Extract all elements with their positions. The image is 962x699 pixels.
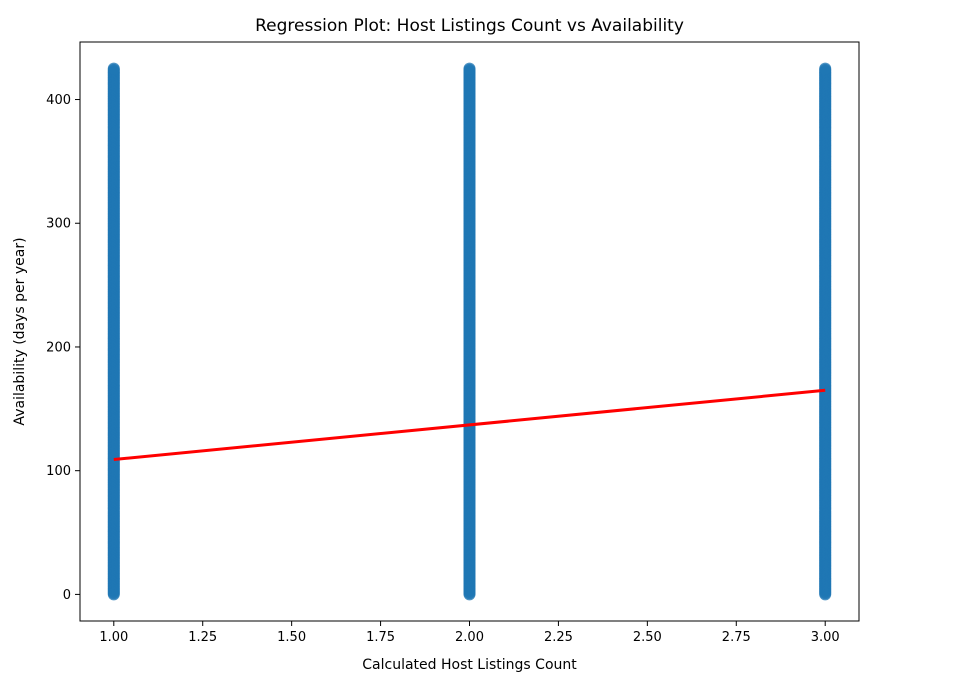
y-tick-label: 200: [46, 340, 71, 355]
chart-title: Regression Plot: Host Listings Count vs …: [255, 16, 684, 36]
x-tick-label: 1.75: [366, 630, 395, 645]
x-tick-label: 2.75: [722, 630, 751, 645]
x-axis: 1.00 1.25 1.50 1.75 2.00 2.25 2.50 2.75 3.00: [99, 621, 840, 645]
x-tick-label: 1.50: [277, 630, 306, 645]
scatter-point: [463, 62, 476, 75]
scatter-layer: [107, 62, 832, 601]
x-tick-label: 1.00: [99, 630, 128, 645]
scatter-point: [107, 62, 120, 75]
y-tick-label: 100: [46, 464, 71, 479]
scatter-point: [819, 62, 832, 75]
y-tick-label: 400: [46, 93, 71, 108]
x-axis-label: Calculated Host Listings Count: [362, 657, 577, 673]
x-tick-label: 2.00: [455, 630, 484, 645]
x-tick-label: 2.25: [544, 630, 573, 645]
y-tick-label: 0: [63, 588, 71, 603]
x-tick-label: 3.00: [811, 630, 840, 645]
x-tick-label: 2.50: [633, 630, 662, 645]
y-tick-label: 300: [46, 217, 71, 232]
regression-line: [113, 388, 826, 462]
y-axis-label: Availability (days per year): [12, 237, 28, 425]
x-tick-label: 1.25: [188, 630, 217, 645]
y-axis: 0 100 200 300 400: [46, 93, 80, 603]
regression-line-layer: [113, 388, 826, 462]
